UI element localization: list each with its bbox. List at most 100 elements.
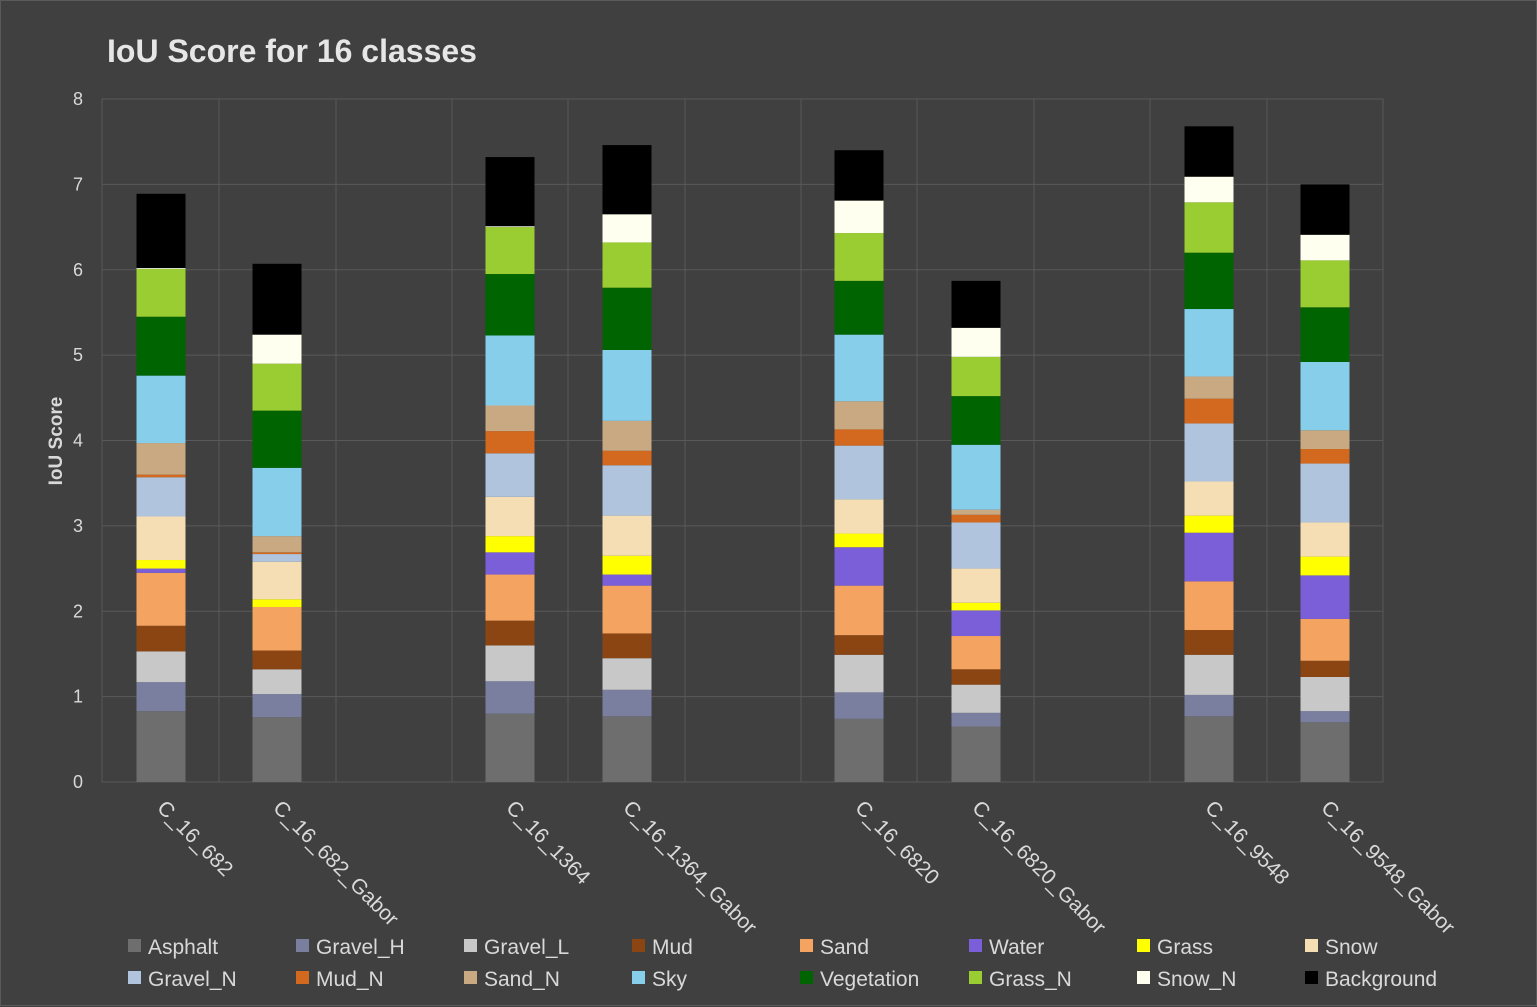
bar-segment-gravel_h <box>602 689 652 717</box>
legend-swatch <box>800 971 813 984</box>
bar-segment-mud_n <box>834 429 884 446</box>
y-tick-label: 0 <box>73 772 83 792</box>
legend-label: Vegetation <box>820 968 919 991</box>
bar-segment-snow_n <box>1184 176 1234 203</box>
bar-segment-sky <box>252 467 302 537</box>
y-tick-label: 5 <box>73 345 83 365</box>
bar-segment-background <box>485 157 535 227</box>
bar-segment-mud <box>485 620 535 646</box>
bar-segment-sand <box>602 585 652 634</box>
x-tick-label: C_16_1364_Gabor <box>618 796 761 939</box>
bar-segment-sand_n <box>951 509 1001 515</box>
legend-swatch <box>464 939 477 952</box>
bar-segment-gravel_n <box>252 554 302 562</box>
bar-segment-grass_n <box>252 363 302 411</box>
bar-segment-vegetation <box>485 274 535 336</box>
bar-segment-snow_n <box>485 226 535 228</box>
bar-segment-gravel_h <box>1300 711 1350 723</box>
bar-segment-gravel_h <box>1184 694 1234 717</box>
legend-item-gravel_h: Gravel_H <box>296 936 405 959</box>
legend-swatch <box>969 971 982 984</box>
legend-label: Background <box>1325 968 1437 991</box>
bar-segment-mud_n <box>1300 449 1350 464</box>
legend-item-gravel_l: Gravel_L <box>464 936 569 959</box>
bar-segment-grass <box>136 560 186 569</box>
chart-title: IoU Score for 16 classes <box>107 33 477 69</box>
bar-stack-C_16_6820 <box>834 150 884 782</box>
bar-segment-grass_n <box>602 242 652 288</box>
legend-swatch <box>1137 971 1150 984</box>
legend-label: Snow_N <box>1157 968 1236 991</box>
bar-segment-gravel_n <box>834 445 884 500</box>
bar-segment-sky <box>1300 361 1350 431</box>
bar-segment-background <box>252 263 302 335</box>
y-tick-label: 2 <box>73 601 83 621</box>
legend-swatch <box>632 971 645 984</box>
bar-segment-water <box>485 552 535 575</box>
legend-label: Gravel_H <box>316 936 405 959</box>
y-tick-label: 6 <box>73 260 83 280</box>
bar-segment-sand_n <box>252 536 302 553</box>
bar-segment-gravel_l <box>1300 676 1350 712</box>
bar-segment-mud_n <box>252 552 302 555</box>
bar-segment-gravel_n <box>1300 463 1350 523</box>
bar-segment-snow <box>602 515 652 556</box>
bar-segment-sand <box>1184 581 1234 631</box>
bar-segment-snow_n <box>252 334 302 364</box>
legend-swatch <box>128 939 141 952</box>
legend-swatch <box>128 971 141 984</box>
legend-item-grass_n: Grass_N <box>969 968 1072 991</box>
legend-label: Mud_N <box>316 968 384 991</box>
bar-segment-gravel_l <box>834 654 884 693</box>
plot-area: 0 1 2 3 4 5 6 7 8 C_16_682 C_16_682_Gabor C_16_1364… <box>73 89 1459 939</box>
bar-segment-grass_n <box>1300 260 1350 308</box>
legend-label: Water <box>989 936 1044 959</box>
bar-segment-grass <box>951 602 1001 611</box>
bar-segment-background <box>1184 126 1234 177</box>
legend-swatch <box>632 939 645 952</box>
y-tick-label: 3 <box>73 516 83 536</box>
bar-segment-gravel_n <box>602 465 652 516</box>
bar-segment-vegetation <box>602 287 652 351</box>
legend-item-sand: Sand <box>800 936 869 959</box>
bar-segment-background <box>136 193 186 269</box>
bar-segment-sand <box>834 585 884 636</box>
bar-segment-background <box>602 145 652 215</box>
bar-segment-gravel_l <box>1184 654 1234 695</box>
bar-segment-mud <box>951 669 1001 685</box>
y-tick-label: 8 <box>73 89 83 109</box>
bar-segment-vegetation <box>1300 307 1350 362</box>
x-tick-label: C_16_682 <box>152 796 237 881</box>
bar-segment-background <box>834 150 884 201</box>
bar-segment-water <box>1300 575 1350 619</box>
bar-segment-gravel_n <box>485 453 535 497</box>
bar-segment-sand <box>951 636 1001 670</box>
bar-segment-sky <box>485 335 535 406</box>
bar-segment-grass <box>602 555 652 575</box>
bar-segment-asphalt <box>136 711 186 782</box>
legend-label: Gravel_L <box>484 936 569 959</box>
bar-segment-sand_n <box>1300 430 1350 450</box>
bar-segment-grass <box>485 536 535 553</box>
bar-segment-grass <box>834 533 884 548</box>
bar-segment-asphalt <box>951 726 1001 782</box>
bar-segment-grass_n <box>1184 202 1234 253</box>
bar-segment-sand <box>1300 618 1350 661</box>
bar-segment-gravel_n <box>1184 423 1234 482</box>
bar-segment-water <box>136 568 186 573</box>
bar-segment-sky <box>834 334 884 402</box>
bar-segment-mud <box>834 635 884 655</box>
bar-segment-snow <box>485 496 535 537</box>
bar-segment-water <box>1184 532 1234 582</box>
y-tick-label: 1 <box>73 687 83 707</box>
bar-stack-C_16_682_Gabor <box>252 263 302 782</box>
bar-stack-C_16_9548_Gabor <box>1300 184 1350 782</box>
bar-segment-gravel_l <box>136 651 186 683</box>
legend-swatch <box>1305 971 1318 984</box>
legend-item-vegetation: Vegetation <box>800 968 919 991</box>
bar-segment-asphalt <box>485 713 535 782</box>
bar-segment-sand_n <box>834 401 884 430</box>
bar-segment-snow <box>1184 481 1234 516</box>
bar-segment-snow <box>1300 522 1350 557</box>
bar-segment-grass_n <box>834 233 884 281</box>
